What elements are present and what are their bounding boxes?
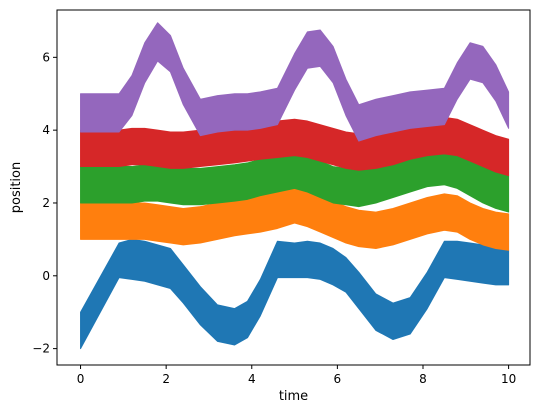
x-tick-label: 6 bbox=[334, 372, 342, 386]
x-tick-label: 2 bbox=[162, 372, 170, 386]
x-tick-label: 10 bbox=[501, 372, 516, 386]
y-axis-label: position bbox=[9, 162, 24, 214]
series-band-5 bbox=[80, 22, 510, 142]
plot-frame bbox=[56, 9, 531, 366]
series-bands bbox=[80, 22, 510, 350]
y-tick-label: 0 bbox=[42, 269, 50, 283]
x-tick-label: 0 bbox=[77, 372, 85, 386]
y-tick-label: 4 bbox=[42, 123, 50, 137]
x-axis-ticks: 0 2 4 6 8 10 bbox=[77, 365, 516, 386]
x-tick-label: 8 bbox=[419, 372, 427, 386]
y-tick-label: 6 bbox=[42, 50, 50, 64]
series-band-1 bbox=[80, 238, 510, 350]
y-axis-ticks: −2 0 2 4 6 bbox=[32, 50, 57, 356]
y-tick-label: −2 bbox=[32, 342, 50, 356]
x-tick-label: 4 bbox=[248, 372, 256, 386]
y-tick-label: 2 bbox=[42, 196, 50, 210]
x-axis-label: time bbox=[279, 389, 308, 404]
series-band-3 bbox=[80, 147, 510, 213]
